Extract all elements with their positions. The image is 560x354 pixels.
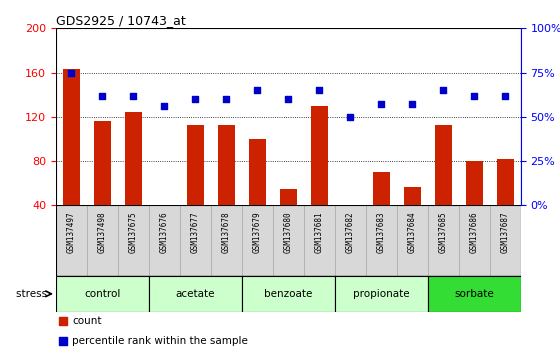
Text: GSM137682: GSM137682	[346, 211, 355, 253]
Point	[222, 96, 231, 102]
Bar	[428, 276, 521, 312]
Bar	[335, 276, 428, 312]
Text: GSM137498: GSM137498	[98, 211, 107, 253]
Bar	[311, 106, 328, 205]
Bar	[63, 69, 80, 205]
Point	[98, 93, 107, 98]
Bar	[497, 159, 514, 205]
Point	[315, 87, 324, 93]
Bar	[56, 205, 87, 276]
Point	[284, 96, 293, 102]
Point	[439, 87, 448, 93]
Text: GSM137684: GSM137684	[408, 211, 417, 253]
Bar	[397, 205, 428, 276]
Point	[191, 96, 200, 102]
Bar	[335, 205, 366, 276]
Bar	[180, 205, 211, 276]
Text: GSM137683: GSM137683	[377, 211, 386, 253]
Bar	[273, 205, 304, 276]
Point	[160, 103, 169, 109]
Point	[501, 93, 510, 98]
Bar	[187, 125, 204, 205]
Bar	[428, 205, 459, 276]
Text: benzoate: benzoate	[264, 289, 312, 299]
Bar	[249, 139, 266, 205]
Text: GSM137681: GSM137681	[315, 211, 324, 253]
Point	[408, 102, 417, 107]
Bar	[304, 205, 335, 276]
Point	[58, 338, 67, 343]
Bar	[242, 276, 335, 312]
Text: GSM137675: GSM137675	[129, 211, 138, 253]
Text: percentile rank within the sample: percentile rank within the sample	[72, 336, 248, 346]
Text: GSM137677: GSM137677	[191, 211, 200, 253]
Text: stress: stress	[16, 289, 50, 299]
Bar	[118, 205, 149, 276]
Bar	[149, 205, 180, 276]
Bar	[466, 161, 483, 205]
Bar	[435, 125, 452, 205]
Bar	[149, 276, 242, 312]
Bar	[280, 189, 297, 205]
Point	[129, 93, 138, 98]
Bar	[242, 205, 273, 276]
Text: GSM137678: GSM137678	[222, 211, 231, 253]
Bar	[459, 205, 490, 276]
Point	[58, 319, 67, 324]
Text: GSM137685: GSM137685	[439, 211, 448, 253]
Bar	[404, 187, 421, 205]
Text: GSM137679: GSM137679	[253, 211, 262, 253]
Bar	[490, 205, 521, 276]
Text: GSM137680: GSM137680	[284, 211, 293, 253]
Text: GSM137497: GSM137497	[67, 211, 76, 253]
Text: count: count	[72, 316, 102, 326]
Point	[470, 93, 479, 98]
Text: GDS2925 / 10743_at: GDS2925 / 10743_at	[56, 14, 186, 27]
Text: propionate: propionate	[353, 289, 410, 299]
Bar	[87, 205, 118, 276]
Point	[67, 70, 76, 75]
Bar	[211, 205, 242, 276]
Text: GSM137687: GSM137687	[501, 211, 510, 253]
Text: GSM137686: GSM137686	[470, 211, 479, 253]
Bar	[373, 172, 390, 205]
Point	[377, 102, 386, 107]
Point	[253, 87, 262, 93]
Bar	[125, 113, 142, 205]
Bar	[366, 205, 397, 276]
Bar	[56, 276, 149, 312]
Text: sorbate: sorbate	[455, 289, 494, 299]
Text: control: control	[85, 289, 120, 299]
Text: acetate: acetate	[176, 289, 215, 299]
Bar	[94, 121, 111, 205]
Bar	[218, 125, 235, 205]
Text: GSM137676: GSM137676	[160, 211, 169, 253]
Point	[346, 114, 355, 120]
